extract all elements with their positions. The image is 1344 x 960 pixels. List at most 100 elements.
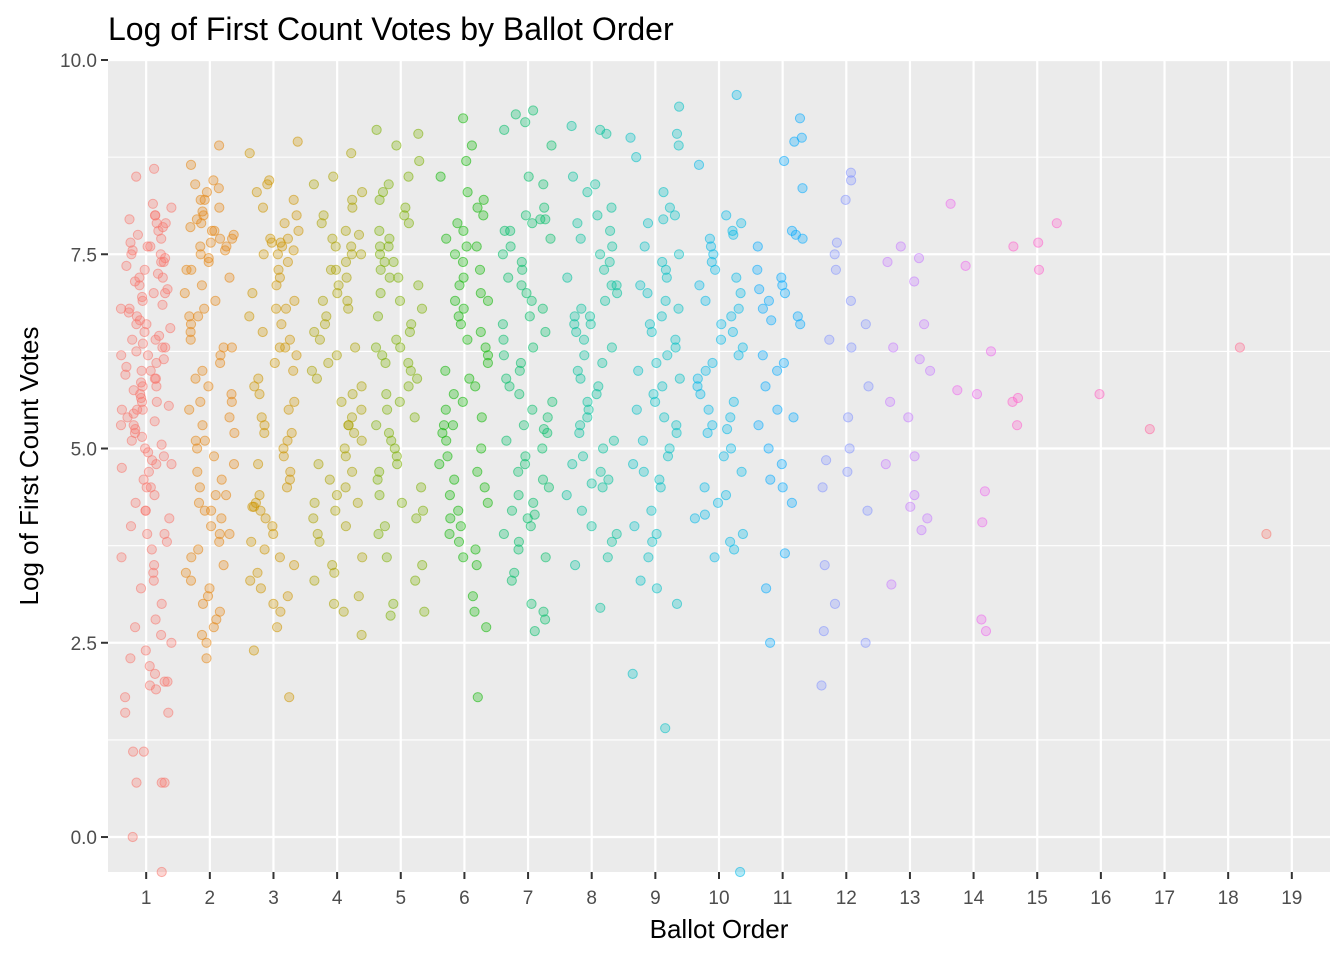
data-point: [126, 249, 137, 260]
data-point: [159, 777, 170, 788]
data-point: [821, 455, 832, 466]
data-point: [599, 264, 610, 275]
data-point: [149, 668, 161, 680]
data-point: [381, 552, 392, 563]
data-point: [660, 295, 671, 306]
data-point: [181, 264, 192, 275]
data-point: [405, 365, 416, 376]
data-point: [258, 249, 269, 260]
data-point: [606, 536, 618, 547]
data-point: [340, 225, 351, 236]
data-point: [224, 528, 235, 540]
data-point: [528, 342, 539, 353]
data-point: [185, 222, 196, 233]
data-point: [521, 288, 532, 299]
data-point: [248, 501, 260, 512]
data-point: [121, 361, 132, 372]
data-point: [830, 264, 842, 275]
data-point: [478, 194, 489, 205]
data-point: [343, 420, 354, 431]
data-point: [639, 241, 650, 252]
data-point: [575, 233, 586, 244]
major-gridlines: [108, 58, 1330, 872]
data-point: [396, 497, 407, 508]
data-point: [404, 326, 415, 338]
data-point: [253, 373, 264, 384]
x-tick-label: 1: [141, 888, 152, 909]
data-point: [153, 225, 164, 236]
data-point: [520, 117, 531, 128]
x-tick-label: 2: [205, 888, 216, 909]
data-point: [313, 459, 324, 470]
data-point: [259, 427, 270, 439]
x-tick-label: 17: [1154, 888, 1175, 909]
data-point: [476, 443, 487, 454]
data-point: [284, 692, 295, 703]
data-point: [291, 210, 302, 221]
data-point: [275, 237, 286, 248]
data-point: [504, 381, 515, 392]
data-point: [886, 579, 897, 590]
data-point: [547, 396, 558, 407]
data-point: [342, 295, 353, 306]
data-point: [510, 109, 521, 120]
data-point: [395, 342, 406, 353]
data-point: [670, 342, 681, 353]
data-point: [664, 202, 676, 213]
data-point: [482, 497, 493, 508]
data-point: [475, 288, 486, 299]
data-point: [631, 404, 642, 415]
data-point: [193, 311, 204, 322]
data-point: [248, 645, 259, 656]
data-point: [162, 676, 173, 687]
data-point: [627, 668, 638, 680]
data-point: [1144, 424, 1155, 435]
data-point: [403, 171, 414, 182]
data-point: [256, 412, 267, 423]
data-point: [260, 513, 271, 524]
data-point: [445, 513, 456, 524]
data-point: [693, 159, 705, 170]
data-point: [824, 334, 835, 345]
data-point: [592, 210, 603, 221]
data-point: [1012, 392, 1024, 404]
data-point: [646, 326, 657, 338]
data-point: [216, 513, 227, 524]
x-tick-label: 14: [963, 888, 985, 909]
data-point: [523, 171, 534, 182]
data-point: [860, 637, 871, 648]
data-point: [583, 404, 594, 415]
data-point: [383, 241, 394, 252]
data-point: [151, 218, 162, 229]
data-point: [831, 237, 843, 248]
data-point: [572, 218, 583, 229]
data-point: [658, 187, 669, 198]
data-point: [215, 350, 226, 361]
data-point: [185, 326, 196, 338]
data-point: [766, 315, 777, 326]
y-tick-label: 7.5: [71, 245, 97, 266]
data-point: [818, 626, 829, 637]
data-point: [629, 521, 640, 532]
data-point: [528, 105, 539, 116]
data-point: [284, 334, 295, 345]
data-point: [375, 264, 386, 275]
x-tick-label: 13: [899, 888, 920, 909]
data-point: [546, 140, 557, 151]
data-point: [662, 451, 674, 462]
data-point: [597, 482, 608, 493]
data-point: [116, 552, 127, 563]
data-point: [317, 295, 328, 306]
data-point: [356, 404, 367, 415]
data-point: [657, 381, 668, 392]
data-point: [271, 280, 282, 291]
data-point: [718, 451, 729, 462]
data-point: [457, 256, 469, 268]
data-point: [221, 241, 232, 252]
data-point: [727, 225, 738, 236]
data-point: [149, 560, 160, 571]
data-point: [127, 245, 138, 256]
data-point: [375, 288, 386, 299]
data-point: [410, 575, 421, 586]
data-point: [674, 101, 685, 112]
